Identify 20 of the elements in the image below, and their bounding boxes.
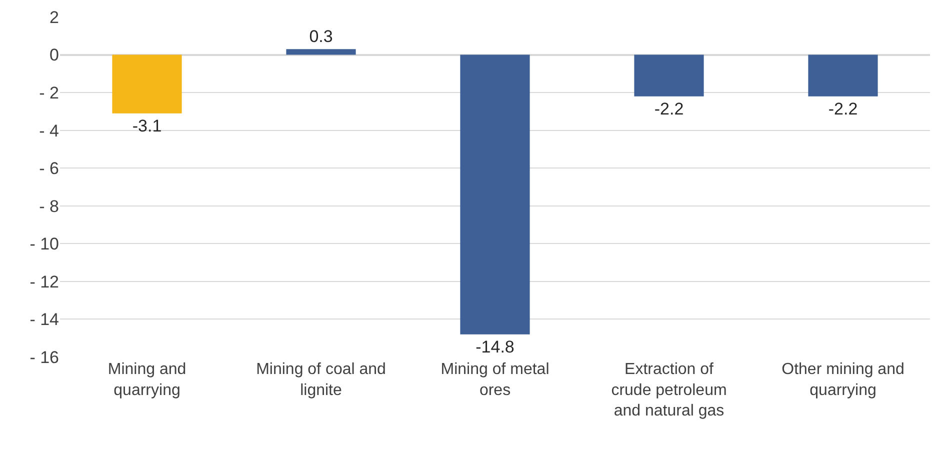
y-tick-label: 2 [50,8,59,27]
y-tick-label: - 6 [39,159,59,178]
data-label: -2.2 [828,99,858,118]
x-tick-label: Mining and quarrying [108,361,186,399]
data-label: -14.8 [476,337,514,356]
data-label: -2.2 [654,99,684,118]
y-tick-label: - 2 [39,84,59,103]
x-tick-label: Mining of metal ores [440,361,550,399]
y-tick-label: - 16 [30,348,59,367]
x-tick-label: Mining of coal and lignite [256,361,386,399]
data-label: -3.1 [132,116,162,136]
y-tick-label: - 12 [30,272,59,292]
y-tick-label: - 14 [30,310,59,330]
y-tick-label: - 8 [39,196,59,216]
x-tick-label: Other mining and quarrying [782,361,904,399]
y-tick-label: - 10 [30,234,59,254]
y-tick-label: 0 [50,46,59,65]
data-label: 0.3 [309,27,333,46]
x-tick-label: Extraction of crude petroleum and natural gas [611,361,727,420]
y-tick-label: - 4 [39,121,59,140]
